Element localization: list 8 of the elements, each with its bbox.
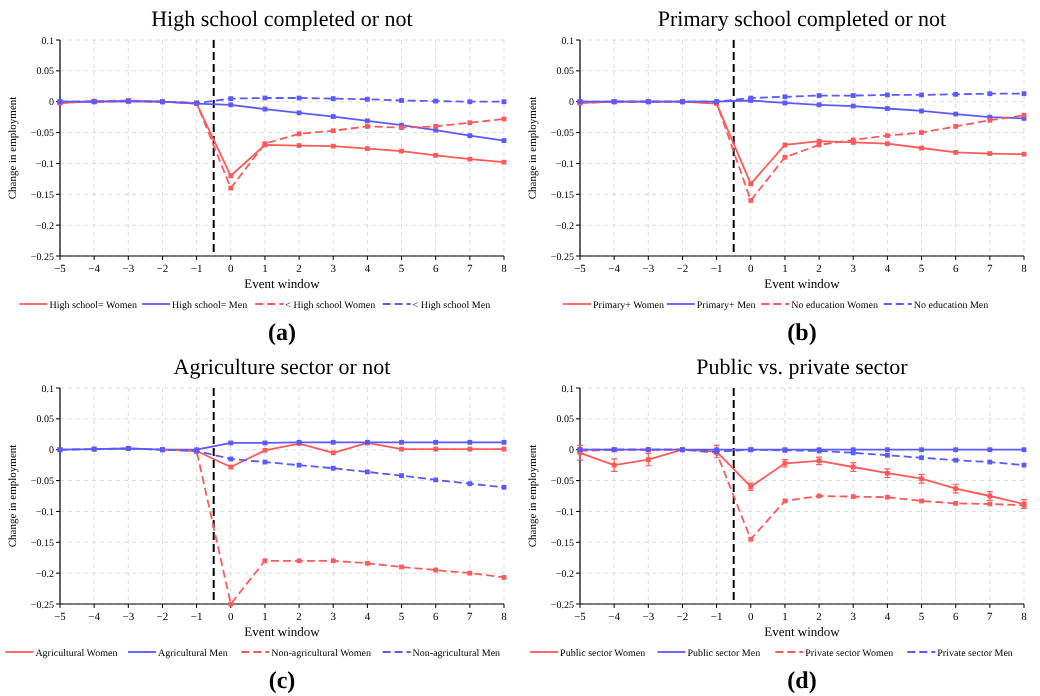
text: (a) bbox=[268, 318, 296, 346]
text: (c) bbox=[268, 666, 296, 694]
chart-title: Primary school completed or not bbox=[657, 8, 947, 32]
text: (b) bbox=[787, 318, 817, 346]
text: (d) bbox=[787, 666, 817, 694]
chart-title: Public vs. private sector bbox=[696, 356, 909, 380]
chart-title: High school completed or not bbox=[151, 8, 413, 32]
chart-title: Agriculture sector or not bbox=[173, 356, 391, 380]
